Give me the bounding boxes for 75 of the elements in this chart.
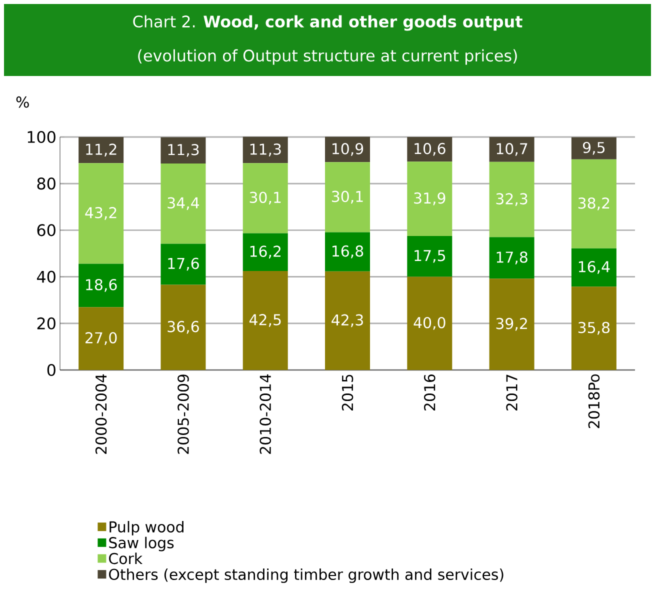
bar (407, 276, 452, 370)
bar (571, 137, 616, 160)
data-label: 36,6 (168, 320, 199, 334)
y-tick-label: 0 (47, 364, 56, 376)
data-label: 10,9 (332, 143, 364, 156)
data-label: 32,3 (496, 193, 528, 206)
data-label: 9,5 (582, 142, 605, 155)
legend-label: Pulp wood (110, 520, 184, 536)
data-label: 16,2 (250, 246, 281, 258)
bar (160, 137, 206, 164)
data-label: 42,3 (332, 314, 363, 328)
bar (571, 248, 616, 287)
bar (160, 244, 206, 285)
bar (78, 264, 124, 308)
bar (325, 162, 370, 232)
x-tick-label: 2017 (506, 374, 518, 410)
bar (325, 271, 370, 370)
data-label: 18,6 (86, 278, 117, 292)
bar (78, 307, 124, 370)
data-label: 11,2 (86, 144, 116, 156)
bar (407, 162, 452, 236)
bar (407, 236, 452, 277)
x-tick-label: 2000-2004 (95, 374, 107, 454)
data-label: 34,4 (168, 197, 200, 210)
bar (407, 136, 452, 162)
data-label: 16,4 (578, 261, 610, 274)
data-label: 11,3 (250, 144, 281, 156)
data-label: 27,0 (86, 332, 117, 345)
data-label: 11,3 (168, 144, 199, 157)
x-tick-label: 2010-2014 (260, 374, 272, 454)
data-label: 16,8 (332, 245, 364, 258)
bar (242, 233, 288, 271)
bar (489, 162, 534, 238)
data-label: 10,6 (414, 142, 446, 156)
legend-label: Others (except standing timber growth and services) (109, 568, 504, 583)
y-tick-label: 80 (37, 178, 56, 190)
data-label: 35,8 (578, 322, 610, 335)
data-label: 30,1 (250, 192, 281, 205)
x-tick-label: 2016 (424, 374, 436, 410)
data-label: 30,1 (332, 190, 363, 204)
bar (160, 164, 206, 244)
bar (571, 286, 616, 370)
data-label: 17,5 (414, 250, 445, 263)
data-label: 42,5 (249, 314, 281, 327)
x-tick-label: 2015 (342, 374, 354, 410)
bar (325, 232, 370, 272)
data-label: 38,2 (578, 197, 610, 210)
data-label: 17,6 (168, 258, 199, 271)
x-tick-label: 2005-2009 (178, 374, 189, 454)
data-label: 43,2 (85, 206, 116, 220)
data-label: 31,9 (414, 192, 446, 206)
bar (242, 163, 288, 234)
bar (489, 237, 534, 279)
y-axis-title: % (16, 96, 29, 108)
bar (78, 163, 124, 264)
bar (571, 159, 616, 248)
chart-title: Chart 2. Wood, cork and other goods output (133, 15, 522, 31)
chart-subtitle: (evolution of Output structure at current prices) (138, 49, 517, 65)
legend-label: Cork (109, 552, 143, 564)
y-tick-label: 60 (37, 224, 56, 236)
bar (489, 278, 534, 370)
data-label: 17,8 (496, 251, 528, 264)
bar (78, 136, 124, 164)
bar (242, 136, 288, 164)
y-tick-label: 20 (37, 317, 56, 330)
x-tick-label: 2018Po (588, 374, 600, 428)
y-tick-label: 40 (36, 270, 56, 283)
data-label: 10,7 (496, 143, 528, 156)
bar (160, 284, 206, 370)
bar (242, 270, 288, 370)
data-label: 40,0 (414, 316, 446, 330)
data-label: 39,2 (496, 318, 527, 331)
bar (489, 136, 534, 162)
y-tick-label: 100 (28, 130, 56, 144)
legend-label: Saw logs (109, 536, 174, 552)
